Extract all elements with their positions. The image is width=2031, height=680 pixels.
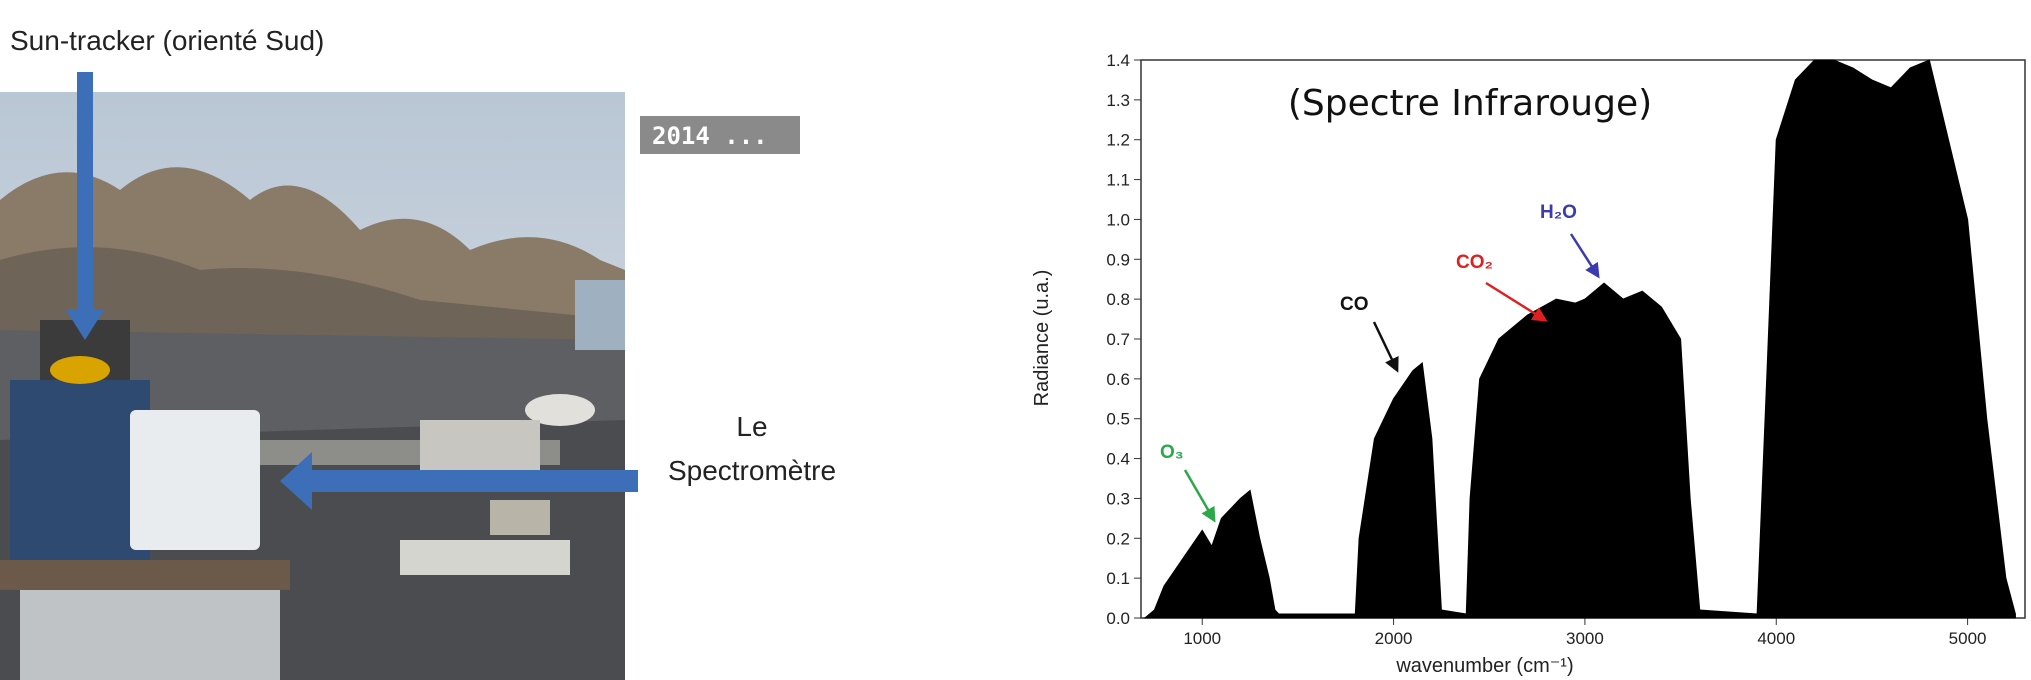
- photo: [0, 92, 625, 680]
- y-tick-label: 0.4: [1106, 450, 1130, 469]
- x-tick-label: 5000: [1949, 629, 1987, 648]
- y-tick-label: 0.7: [1106, 330, 1130, 349]
- y-tick-label: 0.0: [1106, 609, 1130, 628]
- chart: 0.0 0.1 0.2 0.3 0.4 0.5 0.6 0.7 0.8 0.9 1.0 1.1 1.2 1…: [1106, 51, 2026, 648]
- annotation-arrow: [1372, 321, 1399, 373]
- spectrometer-label: Le: [736, 411, 767, 442]
- annotation-arrow: [1569, 233, 1600, 279]
- annotation: H₂O: [1540, 202, 1577, 223]
- y-tick-label: 0.3: [1106, 489, 1130, 508]
- x-tick-label: 2000: [1375, 629, 1413, 648]
- y-tick-label: 1.0: [1106, 210, 1130, 229]
- annotation-arrow: [1183, 469, 1216, 523]
- y-tick-label: 1.1: [1106, 171, 1130, 190]
- y-tick-label: 1.3: [1106, 91, 1130, 110]
- annotation: CO: [1340, 294, 1369, 315]
- chart-title: (Spectre Infrarouge): [1288, 83, 1652, 124]
- spectrum-area: [1143, 59, 2016, 619]
- y-tick-label: 0.9: [1106, 250, 1130, 269]
- year-label: 2014 ...: [652, 122, 768, 150]
- x-axis-label: wavenumber (cm⁻¹): [1395, 655, 1573, 677]
- spectrometer-label: Spectromètre: [668, 455, 836, 486]
- x-tick-label: 1000: [1183, 629, 1221, 648]
- year-badge: [640, 116, 800, 154]
- annotation: O₃: [1160, 442, 1184, 463]
- y-tick-label: 0.8: [1106, 290, 1130, 309]
- x-tick-label: 4000: [1757, 629, 1795, 648]
- x-tick-label: 3000: [1566, 629, 1604, 648]
- annotation-arrow: [1485, 281, 1548, 322]
- sun-tracker-arrow-head: [66, 310, 104, 340]
- y-tick-label: 0.5: [1106, 410, 1130, 429]
- sun-tracker-label: Sun-tracker (orienté Sud): [10, 25, 324, 56]
- y-tick-label: 0.6: [1106, 370, 1130, 389]
- y-tick-label: 1.4: [1106, 51, 1130, 70]
- y-tick-label: 0.1: [1106, 569, 1130, 588]
- y-axis-label: Radiance (u.a.): [1031, 270, 1053, 407]
- annotation: CO₂: [1456, 252, 1493, 273]
- spectrometer-arrow-head: [280, 452, 312, 510]
- y-tick-label: 1.2: [1106, 131, 1130, 150]
- y-tick-label: 0.2: [1106, 529, 1130, 548]
